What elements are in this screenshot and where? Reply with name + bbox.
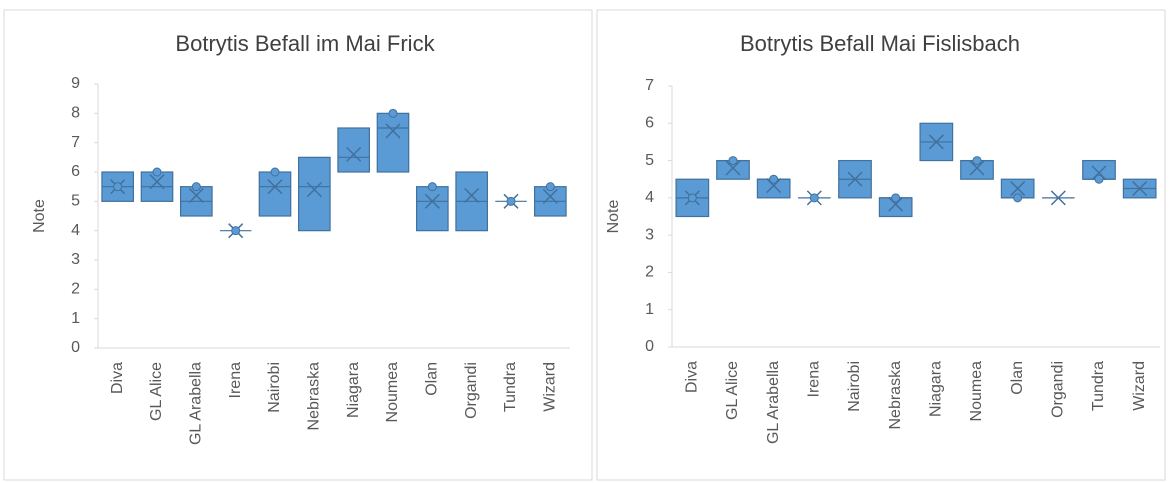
mean-marker (969, 160, 985, 176)
mean-marker (725, 160, 741, 176)
point (231, 226, 241, 236)
mean-marker (542, 188, 558, 204)
x-tick-label: Irena (227, 362, 244, 399)
mean-marker (306, 182, 322, 198)
y-tick-label: 2 (71, 281, 80, 298)
y-tick-label: 5 (71, 193, 80, 210)
y-tick-label: 2 (645, 264, 654, 281)
mean-marker (424, 193, 440, 209)
x-tick-label: Wizard (1131, 361, 1148, 411)
y-tick-label: 4 (645, 189, 654, 206)
point (506, 196, 516, 206)
mean-marker (1010, 181, 1026, 197)
x-tick-label: Tundra (502, 362, 519, 412)
x-tick-label: Organdi (463, 362, 480, 419)
x-tick-label: Noumea (384, 362, 401, 423)
point (809, 193, 819, 203)
y-tick-label: 0 (645, 338, 654, 355)
mean-marker (188, 187, 204, 203)
point (545, 182, 555, 192)
y-tick-label: 6 (71, 163, 80, 180)
chart-frame (3, 9, 593, 481)
x-tick-label: Olan (1009, 361, 1026, 395)
x-tick-label: Noumea (968, 361, 985, 422)
mean-marker (149, 174, 165, 190)
y-tick-label: 0 (71, 339, 80, 356)
x-tick-label: Wizard (542, 362, 559, 412)
point (1013, 193, 1023, 203)
mean-marker (847, 171, 863, 187)
chart-frame (596, 9, 1166, 481)
point (270, 167, 280, 177)
x-tick-label: Diva (109, 362, 126, 394)
chart-title: Botrytis Befall Mai Fislisbach (740, 31, 1020, 56)
mean-marker (385, 123, 401, 139)
x-tick-label: Irena (806, 361, 823, 398)
mean-marker (464, 187, 480, 203)
point (427, 182, 437, 192)
y-axis-label: Note (31, 199, 48, 233)
x-tick-label: Nairobi (266, 362, 283, 413)
x-tick-label: Tundra (1090, 361, 1107, 411)
point (191, 182, 201, 192)
mean-marker (1132, 181, 1148, 197)
y-tick-label: 9 (71, 75, 80, 92)
mean-marker (1050, 190, 1066, 206)
mean-marker (267, 179, 283, 195)
y-tick-label: 4 (71, 222, 80, 239)
x-tick-label: GL Alice (148, 362, 165, 421)
box (337, 127, 370, 173)
point (891, 193, 901, 203)
point (113, 182, 123, 192)
y-tick-label: 7 (71, 134, 80, 151)
y-axis-label: Note (605, 200, 622, 234)
box (376, 112, 410, 173)
mean-marker (1091, 165, 1107, 181)
y-tick-label: 1 (71, 310, 80, 327)
x-tick-label: GL Arabella (765, 361, 782, 444)
x-tick-label: Diva (684, 361, 701, 393)
y-tick-label: 6 (645, 115, 654, 132)
y-tick-label: 3 (71, 251, 80, 268)
x-tick-label: Organdi (1050, 361, 1067, 418)
mean-marker (346, 146, 362, 162)
point (152, 167, 162, 177)
mean-marker (928, 134, 944, 150)
x-tick-label: Nairobi (846, 361, 863, 412)
mean-marker (766, 178, 782, 194)
mean-marker (888, 196, 904, 212)
point (687, 193, 697, 203)
point (972, 156, 982, 166)
y-tick-label: 8 (71, 105, 80, 122)
x-tick-label: Olan (424, 362, 441, 396)
x-tick-label: Nebraska (306, 362, 323, 431)
box (258, 171, 292, 217)
y-tick-label: 7 (645, 77, 654, 94)
x-tick-label: GL Arabella (188, 362, 205, 445)
y-tick-label: 5 (645, 152, 654, 169)
x-tick-label: Niagara (928, 361, 945, 417)
box (416, 186, 449, 232)
point (1094, 174, 1104, 184)
point (388, 108, 398, 118)
point (769, 174, 779, 184)
x-tick-label: Nebraska (887, 361, 904, 430)
y-tick-label: 1 (645, 301, 654, 318)
y-tick-label: 3 (645, 226, 654, 243)
x-tick-label: GL Alice (724, 361, 741, 420)
x-tick-label: Niagara (345, 362, 362, 418)
point (728, 156, 738, 166)
chart-title: Botrytis Befall im Mai Frick (175, 31, 435, 56)
box (298, 156, 331, 232)
